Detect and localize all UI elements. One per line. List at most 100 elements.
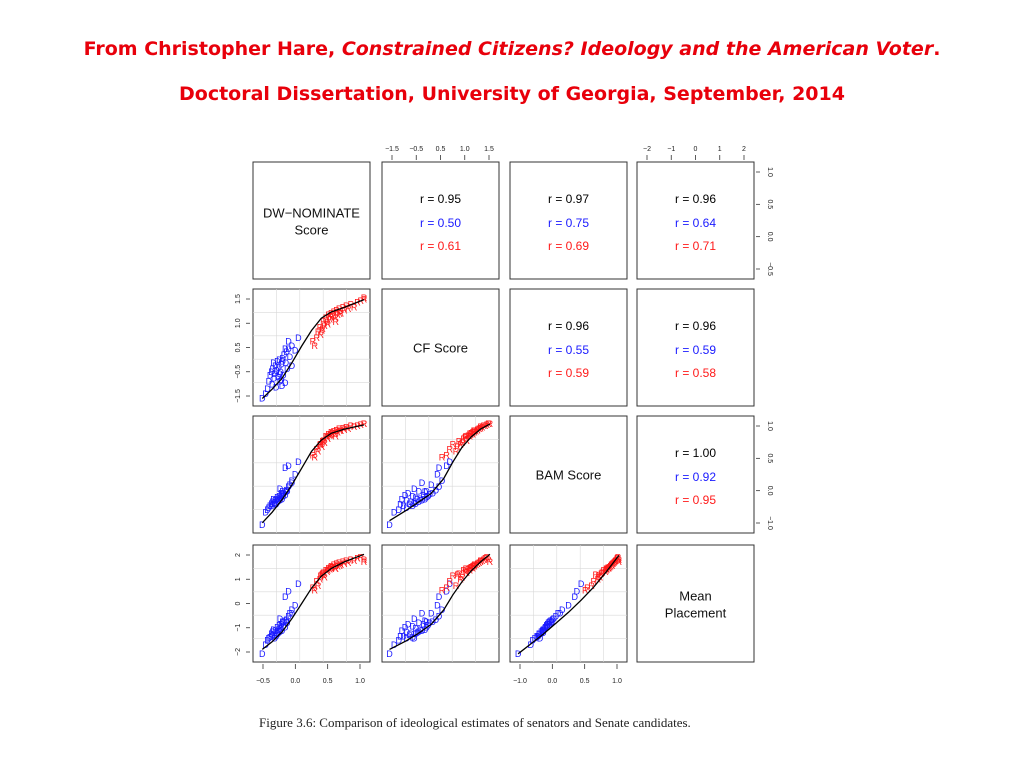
democrat-point: D [436, 612, 443, 622]
republican-point: R [476, 424, 483, 434]
democrat-point: D [416, 486, 423, 496]
democrat-point: D [287, 352, 294, 362]
republican-point: R [341, 425, 348, 435]
left-axis-tick-label: 1 [235, 577, 242, 581]
democrat-point: D [272, 496, 279, 506]
panel-frame [509, 544, 628, 663]
democrat-point: D [277, 627, 284, 637]
top-axis-tick-label: 0 [694, 146, 698, 153]
republican-point: R [450, 571, 457, 581]
republican-point: R [323, 313, 330, 323]
democrat-point: D [272, 498, 279, 508]
panel-frame [636, 161, 755, 280]
democrat-point: D [416, 627, 423, 637]
democrat-point: D [539, 627, 546, 637]
republican-point: R [317, 574, 324, 584]
right-axis-tick-label: 0.0 [766, 232, 773, 242]
bottom-axis-tick-label: −1.0 [513, 678, 527, 685]
republican-point: R [327, 315, 334, 325]
democrat-point: D [422, 495, 429, 505]
democrat-point: D [289, 476, 296, 486]
democrat-point: D [534, 631, 541, 641]
democrat-point: D [283, 616, 290, 626]
democrat-point: D [289, 478, 296, 488]
fit-curve [389, 423, 491, 522]
democrat-point: D [285, 344, 292, 354]
republican-point: R [343, 422, 350, 432]
democrat-point: D [262, 507, 269, 517]
republican-point: R [328, 561, 335, 571]
republican-point: R [471, 561, 478, 571]
republican-point: R [312, 341, 319, 351]
republican-point: R [476, 424, 483, 434]
democrat-point: D [417, 625, 424, 635]
republican-point: R [590, 577, 597, 587]
democrat-point: D [542, 623, 549, 633]
republican-point: R [328, 428, 335, 438]
democrat-point: D [578, 579, 585, 589]
democrat-point: D [277, 614, 284, 624]
republican-point: R [333, 564, 340, 574]
democrat-point: D [259, 520, 266, 530]
democrat-point: D [422, 616, 429, 626]
democrat-point: D [425, 491, 432, 501]
top-axis-tick-label: −1 [667, 146, 675, 153]
republican-point: R [310, 451, 317, 461]
republican-point: R [599, 568, 606, 578]
democrat-point: D [278, 359, 285, 369]
republican-point: R [462, 433, 469, 443]
democrat-point: D [275, 629, 282, 639]
democrat-point: D [409, 491, 416, 501]
democrat-point: D [403, 503, 410, 513]
top-axis-tick-label: 0.5 [436, 146, 446, 153]
republican-point: R [456, 569, 463, 579]
bottom-axis-tick-label: 0.0 [290, 678, 300, 685]
republican-point: R [335, 561, 342, 571]
bottom-axis-tick-label: 0.0 [547, 678, 557, 685]
republican-point: R [465, 565, 472, 575]
democrat-point: D [264, 505, 271, 515]
left-axis-tick-label: −1.5 [235, 389, 242, 403]
democrat-point: D [413, 624, 420, 634]
democrat-point: D [281, 488, 288, 498]
republican-point: R [338, 426, 345, 436]
democrat-point: D [277, 624, 284, 634]
republican-point: R [468, 430, 475, 440]
republican-point: R [485, 555, 492, 565]
democrat-point: D [403, 627, 410, 637]
democrat-point: D [274, 356, 281, 366]
democrat-point: D [282, 378, 289, 388]
republican-point: R [582, 585, 589, 595]
republican-point: R [332, 429, 339, 439]
democrat-point: D [278, 491, 285, 501]
republican-point: R [454, 570, 461, 580]
democrat-point: D [544, 623, 551, 633]
republican-point: R [484, 553, 491, 563]
democrat-point: D [423, 617, 430, 627]
republican-point: R [471, 561, 478, 571]
democrat-point: D [391, 507, 398, 517]
correlation-overall: r = 0.96 [675, 319, 716, 333]
democrat-point: D [279, 490, 286, 500]
democrat-point: D [281, 617, 288, 627]
left-axis-tick-label: 1.5 [235, 294, 242, 304]
republican-point: R [361, 419, 368, 429]
top-axis-tick-label: 2 [742, 146, 746, 153]
democrat-point: D [285, 612, 292, 622]
democrat-point: D [278, 619, 285, 629]
bottom-axis-tick-label: 0.5 [323, 678, 333, 685]
republican-point: R [320, 316, 327, 326]
republican-point: R [457, 574, 464, 584]
republican-point: R [324, 318, 331, 328]
democrat-point: D [278, 375, 285, 385]
republican-point: R [470, 561, 477, 571]
democrat-point: D [295, 579, 302, 589]
democrat-point: D [295, 457, 302, 467]
fit-curve [261, 424, 365, 524]
republican-point: R [467, 564, 474, 574]
right-axis-tick-label: 0.5 [766, 199, 773, 209]
republican-point: R [361, 295, 368, 305]
variable-label: Score [295, 223, 329, 238]
republican-point: R [457, 440, 464, 450]
republican-point: R [616, 557, 623, 567]
